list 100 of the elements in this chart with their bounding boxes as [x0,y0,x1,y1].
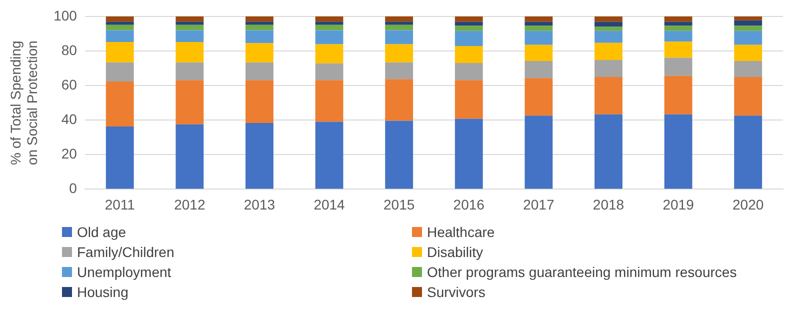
bar [664,58,692,76]
y-tick-label: 80 [61,42,78,58]
bar [246,123,274,189]
bar [594,77,622,114]
bar [734,77,762,116]
bar [664,26,692,31]
x-tick-label: 2014 [314,196,346,212]
x-tick-label: 2015 [384,196,415,212]
bar [454,30,483,46]
bar [454,26,483,31]
x-tick-label: 2018 [592,196,624,212]
bar [176,62,204,80]
bar [246,62,274,80]
bar [246,24,274,30]
bar [385,120,414,189]
bar [315,24,344,30]
bar [664,16,692,22]
bar [524,16,553,22]
bar [385,30,414,44]
x-tick-label: 2011 [104,196,136,212]
bar [664,114,692,189]
bar [734,44,762,61]
bar [385,16,414,22]
bar [734,30,762,45]
bar [106,62,134,82]
bar [176,22,204,25]
bar [106,22,134,25]
bar [524,26,553,31]
bar [106,82,134,126]
y-tick-label: 100 [54,7,78,24]
y-tick-label: 60 [61,76,78,92]
bar [454,63,483,80]
bar [315,30,344,44]
bar [246,30,274,44]
bar [454,80,483,119]
legend-label: Unemployment [77,264,172,280]
bar [315,44,344,64]
bar [315,80,344,122]
x-tick-label: 2017 [523,196,554,212]
bar [454,16,483,22]
y-tick-label: 20 [61,146,78,162]
bar [246,43,274,62]
legend-label: Other programs guaranteeing minimum resources [427,264,737,280]
bar [454,46,483,64]
bar [594,16,622,22]
bar [524,30,553,45]
bar [246,22,274,25]
bar [246,16,274,22]
bar [385,79,414,121]
bar [524,60,553,78]
bar [385,22,414,25]
legend-label: Healthcare [427,224,495,240]
bar [734,116,762,189]
bar [106,16,134,22]
bar [106,126,134,189]
bar [385,24,414,30]
x-tick-label: 2013 [244,196,276,212]
y-tick-label: 40 [61,110,78,127]
bar [734,16,762,20]
bar [246,80,274,124]
legend-label: Housing [77,284,128,300]
bar [454,118,483,189]
bar [315,22,344,25]
bar [524,44,553,61]
bar [315,16,344,22]
y-tick-label: 0 [69,180,78,196]
bar [594,114,622,189]
bar [106,24,134,30]
bar [734,20,762,26]
x-tick-label: 2020 [732,196,764,212]
bar [594,26,622,31]
bar [176,42,204,62]
bar [734,60,762,78]
legend-label: Old age [77,224,126,240]
bar [594,60,622,78]
bar [176,80,204,124]
bar [594,30,622,43]
x-tick-label: 2016 [453,196,485,212]
legend-label: Survivors [427,284,486,300]
bar [524,116,553,189]
bar [734,26,762,31]
legend-label: Family/Children [77,244,174,260]
bar [385,62,414,80]
bar [664,42,692,58]
bar [315,63,344,80]
bar [106,42,134,62]
bar [176,16,204,22]
bar [315,122,344,189]
bar [524,78,553,116]
bar [176,24,204,30]
bar [664,30,692,42]
bar [385,44,414,62]
bar [106,30,134,42]
bar [176,30,204,42]
bar [594,22,622,27]
bar [176,124,204,189]
legend-label: Disability [427,244,484,260]
bar [594,42,622,60]
x-tick-label: 2012 [174,196,206,212]
bar [664,76,692,114]
